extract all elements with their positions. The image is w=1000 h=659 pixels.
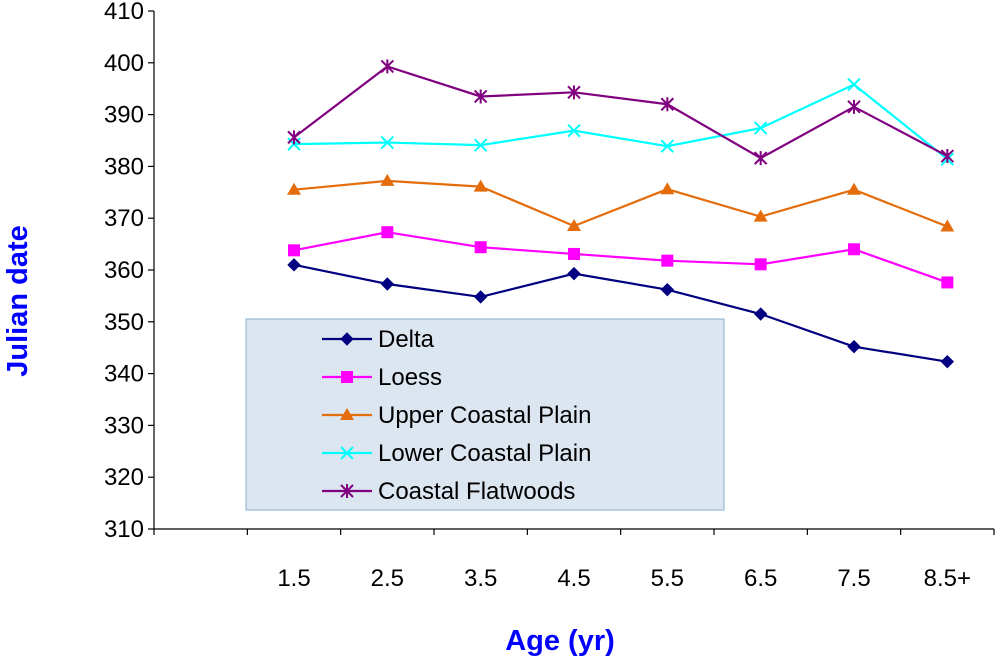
legend-swatch-marker <box>341 371 353 383</box>
series-upper-coastal-plain <box>287 173 955 232</box>
series-line <box>293 65 948 160</box>
data-point <box>940 149 955 164</box>
data-point <box>473 89 488 104</box>
data-point <box>847 77 861 92</box>
data-point <box>567 85 581 100</box>
data-point <box>288 244 300 257</box>
x-axis-ticks: 1.5 2.5 3.5 4.5 5.5 6.5 7.5 8.5+ <box>153 529 995 592</box>
data-point <box>847 339 861 354</box>
y-axis-title: Julian date <box>2 225 34 377</box>
legend-item: Coastal Flatwoods <box>322 478 575 505</box>
x-tick-label: 3.5 <box>464 565 497 592</box>
data-point <box>473 179 488 192</box>
data-point <box>473 290 488 304</box>
y-tick-label: 320 <box>104 464 144 491</box>
data-point <box>754 258 767 271</box>
data-point <box>567 218 581 231</box>
x-tick-label: 4.5 <box>557 565 590 592</box>
legend-label: Coastal Flatwoods <box>378 478 575 505</box>
data-point <box>660 139 675 153</box>
x-tick-label: 5.5 <box>651 565 684 592</box>
legend-label: Upper Coastal Plain <box>378 402 591 429</box>
data-point <box>287 258 301 272</box>
legend-swatch-marker <box>340 484 354 498</box>
legend-label: Lower Coastal Plain <box>378 440 591 467</box>
data-point <box>380 59 395 74</box>
data-point <box>660 182 675 195</box>
series-delta <box>287 258 955 369</box>
data-point <box>753 209 768 222</box>
data-point <box>753 307 768 321</box>
data-point <box>287 182 301 195</box>
data-point <box>380 277 395 291</box>
data-point <box>941 276 954 289</box>
x-tick-label: 6.5 <box>744 565 777 592</box>
y-tick-label: 390 <box>104 102 144 129</box>
series-line <box>293 263 948 363</box>
data-point <box>568 247 580 260</box>
data-point <box>380 173 395 186</box>
y-tick-label: 400 <box>104 50 144 77</box>
data-point <box>473 138 488 152</box>
data-point <box>847 182 861 195</box>
legend-swatch-marker <box>340 446 354 460</box>
data-point <box>661 254 674 267</box>
series-coastal-flatwoods <box>287 59 955 166</box>
legend-swatch-marker <box>340 332 354 346</box>
legend-item: Loess <box>322 364 442 391</box>
legend-label: Delta <box>378 326 435 353</box>
data-point <box>567 123 581 138</box>
data-point <box>474 241 487 254</box>
series-group <box>287 59 955 369</box>
series-line <box>293 179 948 228</box>
series-lower-coastal-plain <box>287 77 955 166</box>
data-point <box>380 135 395 150</box>
data-point <box>660 97 675 112</box>
y-tick-label: 410 <box>104 0 144 25</box>
x-tick-label: 7.5 <box>837 565 870 592</box>
data-point <box>940 354 955 369</box>
data-point <box>940 219 955 232</box>
legend-item: Lower Coastal Plain <box>322 440 591 467</box>
y-tick-label: 380 <box>104 153 144 180</box>
legend-item: Upper Coastal Plain <box>322 402 591 429</box>
y-tick-label: 310 <box>104 516 144 543</box>
y-axis-ticks: 310 320 330 340 350 360 370 380 390 400 410 <box>104 0 154 543</box>
y-tick-label: 350 <box>104 309 144 336</box>
legend: Delta Loess Upper Coastal Plain Lower Coast… <box>245 318 725 511</box>
series-loess <box>288 226 954 289</box>
x-tick-label: 2.5 <box>371 565 404 592</box>
data-point <box>660 282 675 297</box>
data-point <box>381 226 394 239</box>
data-point <box>847 99 861 114</box>
series-line <box>293 83 949 161</box>
data-point <box>567 266 581 281</box>
x-axis-title: Age (yr) <box>505 625 615 657</box>
data-point <box>753 151 768 166</box>
y-tick-label: 360 <box>104 257 144 284</box>
legend-label: Loess <box>378 364 442 391</box>
data-point <box>753 121 768 135</box>
legend-swatch-marker <box>340 408 354 420</box>
data-point <box>848 243 860 256</box>
x-tick-label: 8.5+ <box>924 565 971 592</box>
legend-item: Delta <box>322 326 435 353</box>
y-tick-label: 370 <box>104 205 144 232</box>
series-line <box>293 231 948 284</box>
x-tick-label: 1.5 <box>277 565 310 592</box>
data-point <box>287 130 301 145</box>
y-tick-label: 340 <box>104 361 144 388</box>
y-tick-label: 330 <box>104 412 144 439</box>
